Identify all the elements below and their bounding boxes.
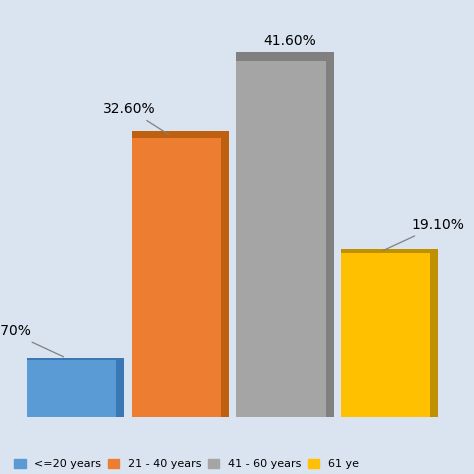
Bar — [132, 131, 221, 137]
Bar — [237, 61, 326, 417]
Bar — [430, 249, 438, 417]
Bar — [341, 254, 430, 417]
Bar — [116, 358, 124, 417]
Bar — [132, 137, 221, 417]
Text: 6.70%: 6.70% — [0, 324, 64, 357]
Bar — [27, 360, 116, 417]
Bar — [221, 131, 229, 417]
Bar — [341, 249, 430, 254]
Text: 32.60%: 32.60% — [103, 102, 169, 135]
Bar — [27, 358, 116, 360]
Bar — [326, 52, 334, 417]
Text: 41.60%: 41.60% — [263, 34, 316, 56]
Text: 19.10%: 19.10% — [383, 218, 465, 250]
Legend: <=20 years, 21 - 40 years, 41 - 60 years, 61 ye: <=20 years, 21 - 40 years, 41 - 60 years… — [10, 454, 364, 474]
Bar — [237, 52, 326, 61]
